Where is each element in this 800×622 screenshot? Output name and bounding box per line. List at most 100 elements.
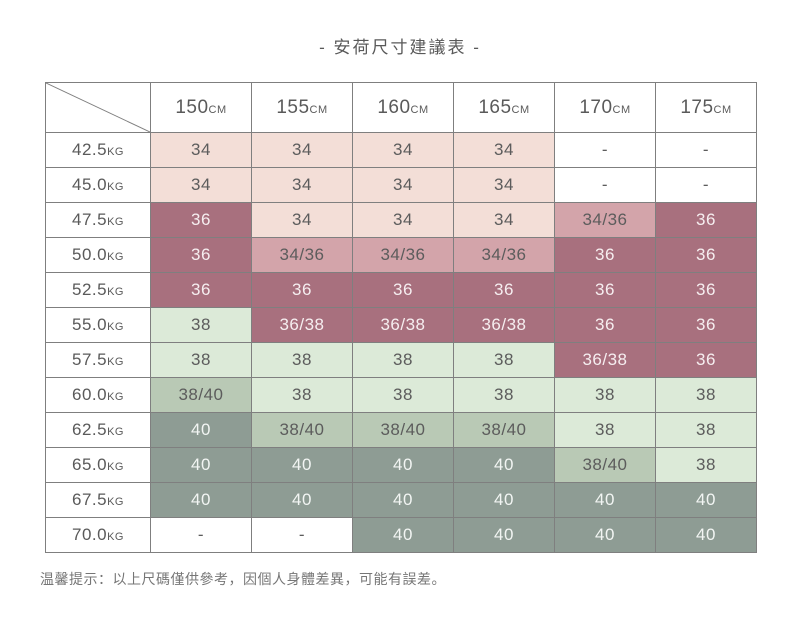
size-cell: 36 xyxy=(655,307,757,343)
size-cell: 34/36 xyxy=(352,237,454,273)
corner-cell xyxy=(45,82,151,133)
table-row: 57.5KG 38 38 38 38 36/38 36 xyxy=(45,342,757,378)
size-cell: 38/40 xyxy=(150,377,252,413)
size-cell: 38/40 xyxy=(453,412,555,448)
unit-text: KG xyxy=(107,426,124,438)
size-cell: 40 xyxy=(655,517,757,553)
size-cell: 40 xyxy=(352,482,454,518)
weight-row-header: 57.5KG xyxy=(45,342,151,378)
diagonal-line-icon xyxy=(46,83,150,132)
unit-text: KG xyxy=(107,391,124,403)
size-cell: 38 xyxy=(352,342,454,378)
height-column-header: 155CM xyxy=(251,82,353,133)
weight-row-header: 62.5KG xyxy=(45,412,151,448)
size-cell: 38 xyxy=(554,377,656,413)
size-cell: 36 xyxy=(150,237,252,273)
unit-text: KG xyxy=(107,251,124,263)
table-row: 47.5KG 36 34 34 34 34/36 36 xyxy=(45,202,757,238)
size-cell: 38 xyxy=(150,342,252,378)
size-cell: 38 xyxy=(150,307,252,343)
size-cell: 36 xyxy=(655,237,757,273)
weight-row-header: 65.0KG xyxy=(45,447,151,483)
size-cell: 36 xyxy=(352,272,454,308)
value-text: 50.0 xyxy=(72,245,108,264)
size-cell: 34 xyxy=(150,167,252,203)
height-column-header: 170CM xyxy=(554,82,656,133)
table-row: 45.0KG 34 34 34 34- - xyxy=(45,167,757,203)
size-cell: 38 xyxy=(453,342,555,378)
weight-row-header: 52.5KG xyxy=(45,272,151,308)
unit-text: CM xyxy=(410,103,429,116)
size-cell: 36 xyxy=(554,237,656,273)
value-text: 160 xyxy=(377,96,411,118)
table-row: 42.5KG 34 34 34 34- - xyxy=(45,132,757,168)
value-text: 70.0 xyxy=(72,525,108,544)
size-cell: 34 xyxy=(352,132,454,168)
height-column-header: 150CM xyxy=(150,82,252,133)
unit-text: CM xyxy=(309,103,328,116)
size-cell: 34/36 xyxy=(453,237,555,273)
size-cell: - xyxy=(251,517,353,553)
footer-note: 温馨提示：以上尺碼僅供參考，因個人身體差異，可能有誤差。 xyxy=(40,571,446,587)
size-cell: 38 xyxy=(352,377,454,413)
size-cell: 38/40 xyxy=(352,412,454,448)
table-row: 55.0KG 38 36/38 36/38 36/38 36 36 xyxy=(45,307,757,343)
size-cell: 40 xyxy=(453,482,555,518)
height-column-header: 165CM xyxy=(453,82,555,133)
unit-text: KG xyxy=(107,286,124,298)
header-row: 150CM 155CM 160CM 165CM 170CM 175CM xyxy=(45,82,757,133)
size-cell: 40 xyxy=(554,517,656,553)
size-cell: 36/38 xyxy=(352,307,454,343)
size-cell: 40 xyxy=(352,447,454,483)
height-column-header: 160CM xyxy=(352,82,454,133)
value-text: 170 xyxy=(579,96,613,118)
value-text: 57.5 xyxy=(72,350,108,369)
unit-text: KG xyxy=(107,181,124,193)
size-cell: 34 xyxy=(352,202,454,238)
value-text: 55.0 xyxy=(72,315,108,334)
size-cell: 38 xyxy=(453,377,555,413)
size-cell: 36 xyxy=(655,202,757,238)
size-cell: 36 xyxy=(554,307,656,343)
size-cell: 36 xyxy=(655,342,757,378)
size-cell: 38 xyxy=(251,377,353,413)
size-cell: 36 xyxy=(251,272,353,308)
size-cell: 34 xyxy=(453,167,555,203)
value-text: 42.5 xyxy=(72,140,108,159)
page-title: - 安荷尺寸建議表 - xyxy=(319,38,481,57)
size-cell: 40 xyxy=(150,447,252,483)
unit-text: KG xyxy=(107,321,124,333)
table-row: 60.0KG 38/40 38 38 38 38 38 xyxy=(45,377,757,413)
table-row: 70.0KG - -40 40 40 40 xyxy=(45,517,757,553)
size-cell: 38 xyxy=(655,412,757,448)
size-chart: 150CM 155CM 160CM 165CM 170CM 175CM 42.5KG 34 3… xyxy=(45,82,757,553)
size-cell: 36/38 xyxy=(251,307,353,343)
size-cell: 34/36 xyxy=(251,237,353,273)
size-cell: 36/38 xyxy=(453,307,555,343)
size-cell: - xyxy=(150,517,252,553)
size-cell: 36 xyxy=(150,272,252,308)
value-text: 47.5 xyxy=(72,210,108,229)
value-text: 175 xyxy=(680,96,714,118)
size-chart-body: 42.5KG 34 34 34 34- -45.0KG 34 34 34 34- -47.5KG 36… xyxy=(45,132,757,553)
unit-text: KG xyxy=(107,216,124,228)
size-cell: 38 xyxy=(251,342,353,378)
weight-row-header: 67.5KG xyxy=(45,482,151,518)
size-cell: 40 xyxy=(554,482,656,518)
weight-row-header: 60.0KG xyxy=(45,377,151,413)
size-cell: 36 xyxy=(453,272,555,308)
size-cell: - xyxy=(655,167,757,203)
value-text: 62.5 xyxy=(72,420,108,439)
weight-row-header: 45.0KG xyxy=(45,167,151,203)
size-cell: 34 xyxy=(453,132,555,168)
size-cell: 38 xyxy=(655,447,757,483)
size-cell: 34 xyxy=(251,167,353,203)
weight-row-header: 50.0KG xyxy=(45,237,151,273)
size-cell: 34 xyxy=(453,202,555,238)
unit-text: CM xyxy=(511,103,530,116)
unit-text: KG xyxy=(107,461,124,473)
size-cell: 40 xyxy=(352,517,454,553)
size-cell: 36 xyxy=(655,272,757,308)
size-cell: - xyxy=(655,132,757,168)
size-cell: 40 xyxy=(150,412,252,448)
